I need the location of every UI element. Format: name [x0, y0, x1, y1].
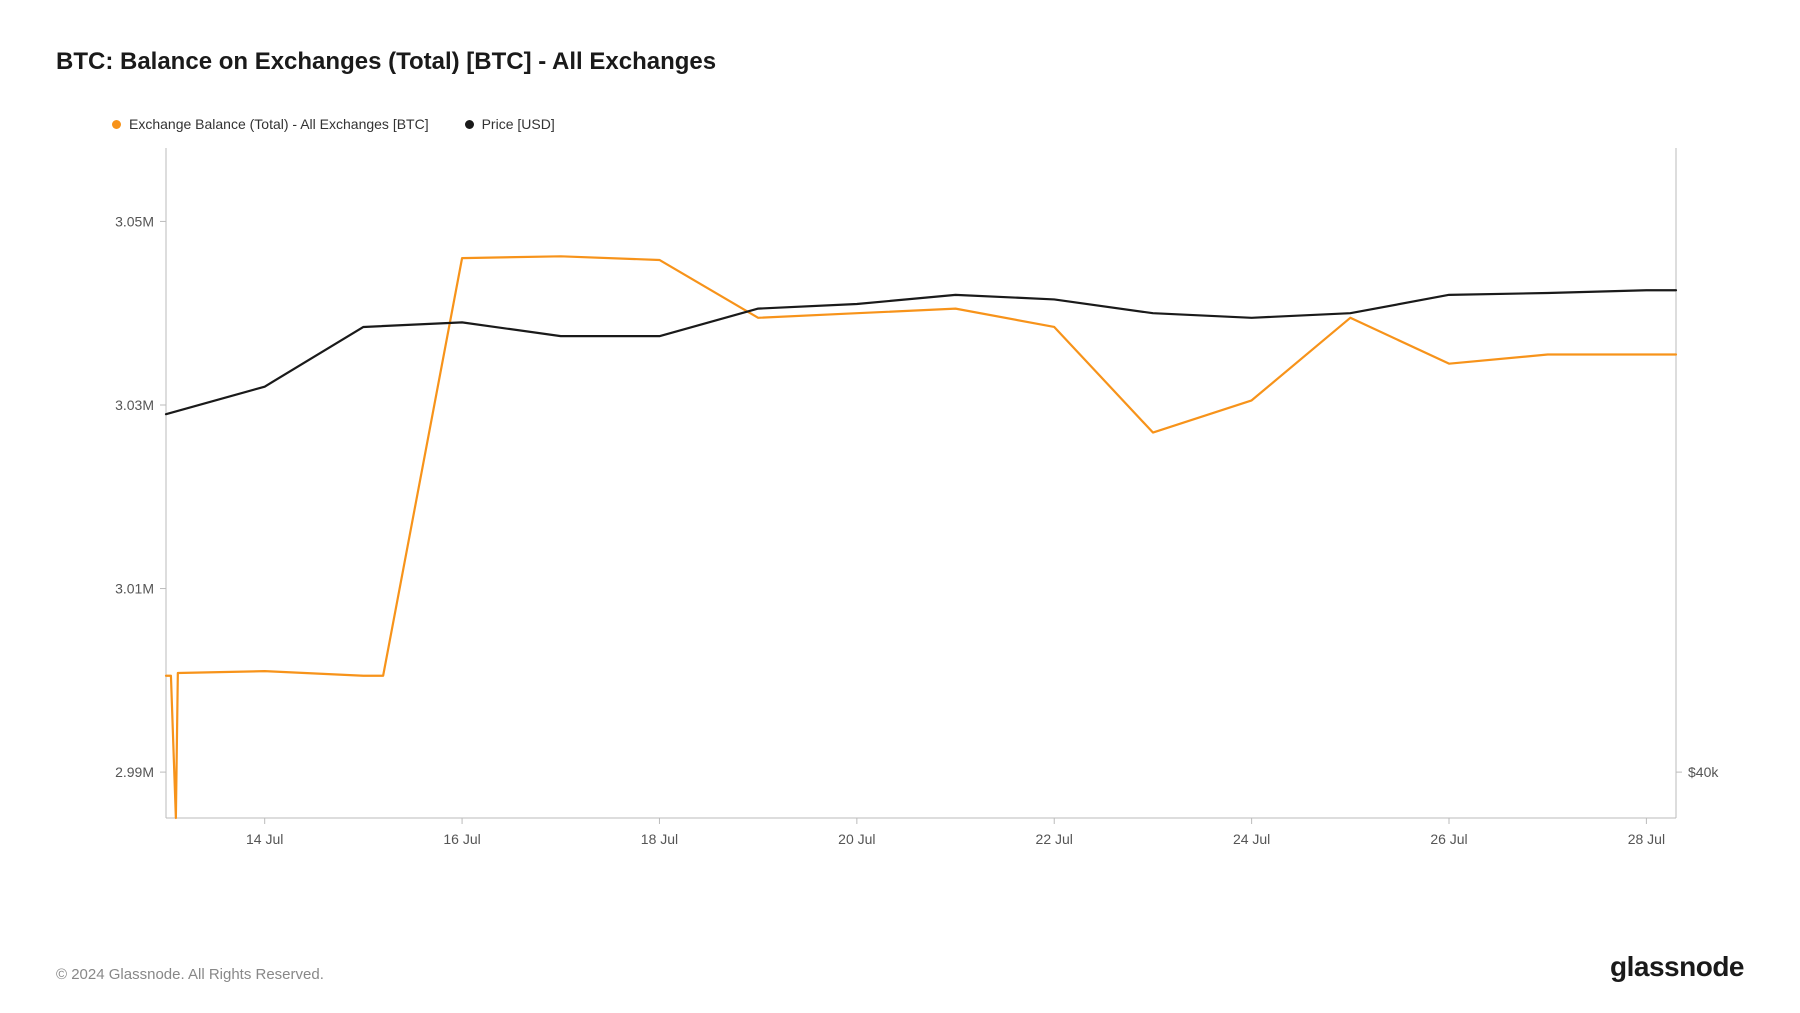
footer: © 2024 Glassnode. All Rights Reserved. g…: [56, 951, 1744, 983]
svg-text:3.01M: 3.01M: [115, 581, 154, 597]
legend-dot-balance: [112, 120, 121, 129]
svg-text:3.03M: 3.03M: [115, 397, 154, 413]
legend-item-balance: Exchange Balance (Total) - All Exchanges…: [112, 116, 429, 132]
svg-text:18 Jul: 18 Jul: [641, 831, 678, 847]
legend-label-price: Price [USD]: [482, 116, 555, 132]
svg-text:24 Jul: 24 Jul: [1233, 831, 1270, 847]
copyright-text: © 2024 Glassnode. All Rights Reserved.: [56, 966, 324, 983]
svg-text:$40k: $40k: [1688, 764, 1719, 780]
brand-logo: glassnode: [1610, 951, 1744, 983]
series-line-price: [166, 290, 1676, 414]
svg-text:28 Jul: 28 Jul: [1628, 831, 1665, 847]
svg-text:3.05M: 3.05M: [115, 213, 154, 229]
legend-dot-price: [465, 120, 474, 129]
chart-svg: 2.99M 3.01M 3.03M 3.05M $40k 14 Jul 16 Jul 18 J…: [56, 138, 1744, 858]
svg-text:16 Jul: 16 Jul: [443, 831, 480, 847]
series-line-balance: [166, 256, 1676, 818]
svg-text:2.99M: 2.99M: [115, 764, 154, 780]
chart-container: BTC: Balance on Exchanges (Total) [BTC] …: [0, 0, 1800, 1013]
svg-text:22 Jul: 22 Jul: [1036, 831, 1073, 847]
chart-plot-area: 2.99M 3.01M 3.03M 3.05M $40k 14 Jul 16 Jul 18 J…: [56, 138, 1744, 858]
legend-item-price: Price [USD]: [465, 116, 555, 132]
svg-text:26 Jul: 26 Jul: [1430, 831, 1467, 847]
chart-legend: Exchange Balance (Total) - All Exchanges…: [112, 116, 1744, 132]
chart-title: BTC: Balance on Exchanges (Total) [BTC] …: [56, 48, 1744, 76]
legend-label-balance: Exchange Balance (Total) - All Exchanges…: [129, 116, 429, 132]
svg-text:14 Jul: 14 Jul: [246, 831, 283, 847]
svg-text:20 Jul: 20 Jul: [838, 831, 875, 847]
